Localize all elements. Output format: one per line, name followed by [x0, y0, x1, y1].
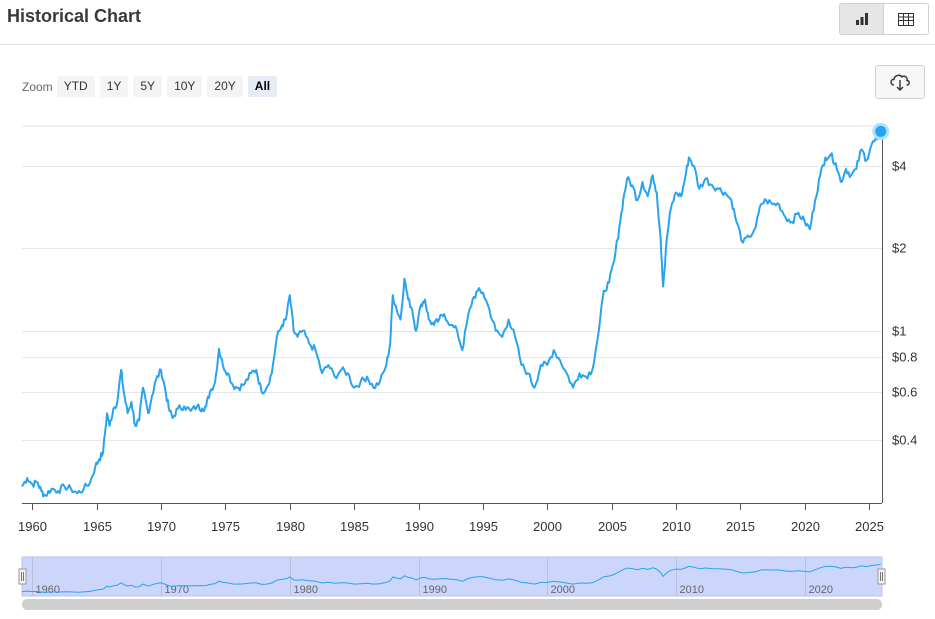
navigator-handle-right[interactable]: [877, 568, 886, 585]
zoom-5y-button[interactable]: 5Y: [133, 76, 163, 97]
zoom-20y-button[interactable]: 20Y: [207, 76, 243, 97]
navigator-label: 2010: [680, 584, 704, 596]
x-tick-label: 2005: [598, 519, 627, 534]
x-tick-label: 2000: [533, 519, 562, 534]
zoom-ytd-button[interactable]: YTD: [56, 76, 95, 97]
zoom-10y-button[interactable]: 10Y: [167, 76, 203, 97]
x-tick-label: 1990: [405, 519, 434, 534]
x-tick-label: 1970: [147, 519, 176, 534]
navigator-handle-left[interactable]: [18, 568, 27, 585]
x-tick-label: 1965: [83, 519, 112, 534]
navigator[interactable]: 1960 1970 1980 1990 2000 2010 2020: [18, 556, 886, 610]
table-view-button[interactable]: [884, 4, 928, 34]
y-tick-label: $0.6: [892, 385, 917, 400]
x-tick-label: 1960: [18, 519, 47, 534]
x-tick-label: 2015: [726, 519, 755, 534]
y-tick-label: $0.4: [892, 433, 917, 448]
x-tick-label: 2025: [855, 519, 884, 534]
view-toggle: [839, 3, 929, 35]
navigator-label: 1960: [36, 584, 60, 596]
navigator-scrollbar[interactable]: [22, 599, 882, 610]
page-title: Historical Chart: [7, 6, 142, 26]
navigator-label: 2020: [809, 584, 833, 596]
navigator-selection[interactable]: [21, 556, 883, 597]
chart-view-button[interactable]: [840, 4, 884, 34]
zoom-all-button[interactable]: All: [247, 76, 278, 97]
y-tick-label: $4: [892, 159, 906, 174]
x-tick-label: 1985: [340, 519, 369, 534]
download-button[interactable]: [875, 65, 925, 99]
navigator-series-line: [21, 563, 881, 593]
x-axis: 1960 1965 1970 1975 1980 1985 1990 1995 2000 2005…: [18, 126, 884, 534]
chart-header: Historical Chart: [0, 0, 935, 45]
y-tick-label: $2: [892, 241, 906, 256]
bar-chart-icon: [855, 13, 868, 25]
zoom-1y-button[interactable]: 1Y: [99, 76, 129, 97]
navigator-label: 1990: [423, 584, 447, 596]
y-tick-label: $0.8: [892, 350, 917, 365]
navigator-label: 2000: [551, 584, 575, 596]
x-tick-label: 1995: [469, 519, 498, 534]
cloud-download-icon: [890, 74, 910, 91]
y-axis-labels: $0.4 $0.6 $0.8 $1 $2 $4: [892, 159, 917, 448]
table-icon: [898, 12, 914, 26]
y-tick-label: $1: [892, 324, 906, 339]
price-series-line: [21, 131, 882, 498]
zoom-label: Zoom: [22, 79, 53, 94]
x-tick-label: 1980: [276, 519, 305, 534]
zoom-bar: Zoom YTD 1Y 5Y 10Y 20Y All: [22, 76, 282, 97]
x-tick-label: 1975: [211, 519, 240, 534]
grid-lines: [22, 125, 882, 441]
x-tick-label: 2010: [662, 519, 691, 534]
navigator-label: 1980: [294, 584, 318, 596]
navigator-label: 1970: [165, 584, 189, 596]
last-point-marker: [872, 122, 890, 140]
x-tick-label: 2020: [791, 519, 820, 534]
